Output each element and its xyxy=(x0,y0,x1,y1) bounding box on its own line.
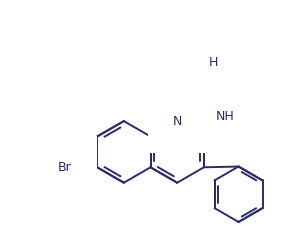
Text: NH: NH xyxy=(216,80,235,93)
Text: NH: NH xyxy=(216,110,235,123)
Text: Br: Br xyxy=(58,161,72,174)
Text: N: N xyxy=(173,115,182,128)
Text: Cl: Cl xyxy=(222,41,235,54)
Text: 2: 2 xyxy=(232,84,237,93)
Text: H: H xyxy=(209,56,218,69)
